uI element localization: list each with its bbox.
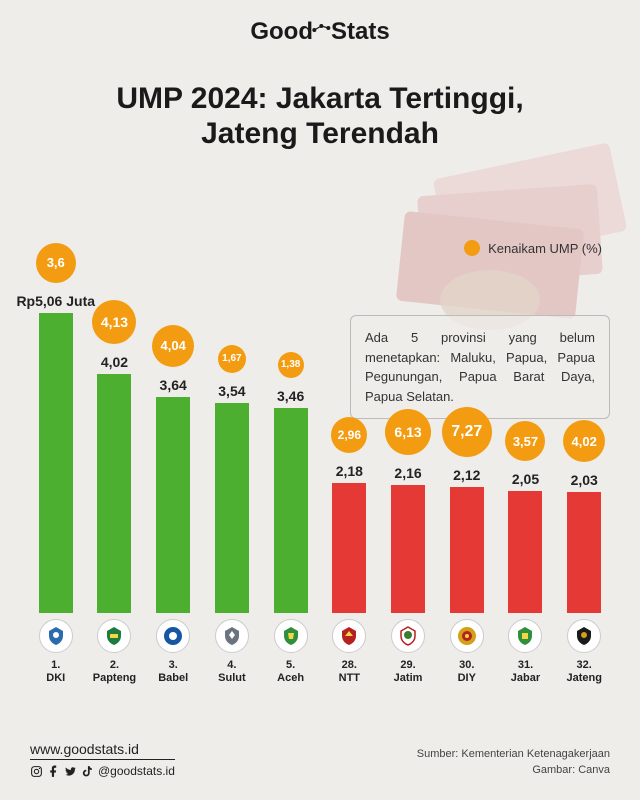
bar-value-label: 2,12 <box>453 467 480 483</box>
bar <box>567 492 601 612</box>
logo-dots-icon <box>311 12 331 40</box>
province-emblem-icon <box>215 619 249 653</box>
bar-value-label: 3,54 <box>218 383 245 399</box>
province-emblem-icon <box>39 619 73 653</box>
pct-bubble: 1,67 <box>218 345 246 373</box>
chart-column: 4,13 4,02 2.Papteng <box>87 300 142 685</box>
pct-bubble: 4,04 <box>152 325 194 367</box>
instagram-icon <box>30 765 43 778</box>
province-emblem-icon <box>567 619 601 653</box>
pct-bubble: 7,27 <box>442 407 492 457</box>
province-label: 30.DIY <box>458 659 476 685</box>
province-label: 3.Babel <box>158 659 188 685</box>
bar-value-label: 3,46 <box>277 388 304 404</box>
footer-left: www.goodstats.id @goodstats.id <box>30 741 175 778</box>
pct-bubble: 4,02 <box>563 420 605 462</box>
page-title: UMP 2024: Jakarta Tertinggi,Jateng Teren… <box>32 82 608 151</box>
pct-bubble: 1,38 <box>278 352 304 378</box>
province-emblem-icon <box>508 619 542 653</box>
bar-value-label: Rp5,06 Juta <box>16 293 95 309</box>
footer-image-credit: Gambar: Canva <box>417 763 610 778</box>
chart-column: 2,96 2,18 28.NTT <box>322 417 377 685</box>
bar-value-label: 2,05 <box>512 471 539 487</box>
bar <box>450 487 484 613</box>
province-emblem-icon <box>391 619 425 653</box>
province-label: 2.Papteng <box>93 659 136 685</box>
logo-right: Stats <box>331 18 390 45</box>
chart-column: 7,27 2,12 30.DIY <box>439 407 494 685</box>
logo: Good Stats <box>250 18 389 46</box>
province-emblem-icon <box>332 619 366 653</box>
bar <box>156 397 190 613</box>
chart-column: 4,04 3,64 3.Babel <box>145 325 200 685</box>
footer-right: Sumber: Kementerian Ketenagakerjaan Gamb… <box>417 747 610 778</box>
chart-column: 1,38 3,46 5.Aceh <box>263 352 318 686</box>
bar-chart: 3,6Rp5,06 Juta1.DKI4,13 4,02 2.Papteng 4,04… <box>28 175 612 685</box>
bar <box>274 408 308 613</box>
footer-handle: @goodstats.id <box>98 764 175 778</box>
bar-value-label: 3,64 <box>160 377 187 393</box>
bar <box>215 403 249 613</box>
pct-bubble: 3,6 <box>36 243 76 283</box>
tiktok-icon <box>81 765 94 778</box>
province-label: 4.Sulut <box>218 659 246 685</box>
chart-column: 3,6Rp5,06 Juta1.DKI <box>28 243 83 685</box>
footer-url: www.goodstats.id <box>30 741 175 760</box>
footer-source: Sumber: Kementerian Ketenagakerjaan <box>417 747 610 762</box>
bar-value-label: 2,18 <box>336 463 363 479</box>
province-label: 5.Aceh <box>277 659 304 685</box>
province-label: 1.DKI <box>46 659 65 685</box>
facebook-icon <box>47 765 60 778</box>
pct-bubble: 2,96 <box>331 417 367 453</box>
pct-bubble: 3,57 <box>505 421 545 461</box>
bar <box>97 374 131 612</box>
province-label: 31.Jabar <box>511 659 540 685</box>
province-label: 32.Jateng <box>566 659 601 685</box>
bar-value-label: 2,03 <box>571 472 598 488</box>
province-emblem-icon <box>274 619 308 653</box>
pct-bubble: 6,13 <box>385 409 431 455</box>
chart-column: 6,13 2,16 29.Jatim <box>380 409 435 685</box>
footer-social: @goodstats.id <box>30 764 175 778</box>
chart-column: 3,57 2,05 31.Jabar <box>498 421 553 685</box>
province-emblem-icon <box>450 619 484 653</box>
bar <box>508 491 542 613</box>
bar <box>39 313 73 613</box>
logo-left: Good <box>250 18 313 45</box>
bar-value-label: 2,16 <box>394 465 421 481</box>
chart-column: 4,02 2,03 32.Jateng <box>556 420 611 685</box>
chart-column: 1,67 3,54 4.Sulut <box>204 345 259 685</box>
bar <box>332 483 366 612</box>
province-label: 29.Jatim <box>394 659 423 685</box>
province-emblem-icon <box>156 619 190 653</box>
twitter-icon <box>64 765 77 778</box>
pct-bubble: 4,13 <box>92 300 136 344</box>
infographic-page: Good Stats UMP 2024: Jakarta Tertinggi,Ja… <box>0 0 640 800</box>
province-emblem-icon <box>97 619 131 653</box>
province-label: 28.NTT <box>339 659 360 685</box>
bar-value-label: 4,02 <box>101 354 128 370</box>
bar <box>391 485 425 613</box>
